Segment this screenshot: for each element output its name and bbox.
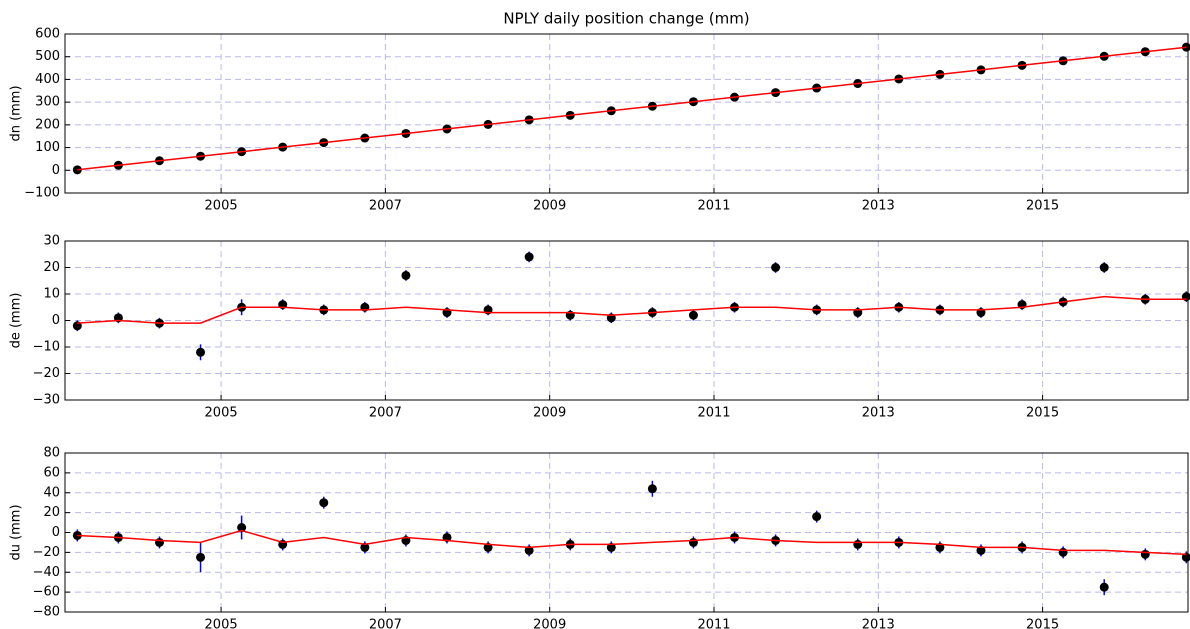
data-point [360,542,370,552]
y-tick-label: −40 [33,565,60,580]
x-tick-label: 2007 [369,618,402,629]
y-tick-label: 0 [52,525,60,540]
x-tick-label: 2005 [205,406,238,421]
x-tick-label: 2009 [533,406,566,421]
data-point [688,310,698,320]
y-axis-label: dn (mm) [9,85,24,141]
y-tick-label: 20 [43,260,60,275]
data-point [647,484,657,494]
data-point [196,552,206,562]
x-tick-label: 2015 [1026,406,1059,421]
y-tick-label: 300 [35,95,60,110]
x-tick-label: 2015 [1026,199,1059,214]
plot-frame [64,240,1189,401]
data-point [524,545,534,555]
x-tick-label: 2009 [533,618,566,629]
data-point [1099,263,1109,272]
y-tick-label: 400 [35,72,60,87]
x-tick-label: 2013 [862,618,895,629]
y-tick-label: −30 [33,393,60,408]
y-tick-label: 500 [35,49,60,64]
x-tick-label: 2011 [697,406,730,421]
data-point [606,542,616,552]
y-tick-label: 80 [43,446,60,461]
y-tick-label: −100 [24,186,60,201]
y-tick-label: 600 [35,27,60,42]
y-tick-label: 40 [43,485,60,500]
trend-line [77,529,1187,556]
x-tick-label: 2015 [1026,618,1059,629]
y-tick-label: 0 [52,163,60,178]
data-point [196,347,206,357]
x-tick-label: 2011 [697,618,730,629]
x-tick-label: 2005 [205,199,238,214]
trend-line [77,46,1187,171]
panel: NPLY daily position change (mm) dn (mm) −1… [9,10,1190,214]
chart-title: NPLY daily position change (mm) [503,10,749,28]
panel: de (mm) −30 −20 −10 0 10 20 30 2005 2007 2009 2011 2… [9,234,1190,421]
x-tick-label: 2013 [862,199,895,214]
data-point [319,498,329,508]
panel: du (mm) −80 −60 −40 −20 0 20 40 60 80 2005 2007 2009… [9,446,1190,629]
plot-frame [64,33,1189,194]
y-tick-label: 60 [43,465,60,480]
y-tick-label: −80 [33,605,60,620]
y-axis-label: de (mm) [9,293,24,349]
data-point [237,523,247,533]
y-tick-label: −10 [33,340,60,355]
y-tick-label: 20 [43,505,60,520]
data-point [771,263,781,272]
data-point [1099,582,1109,592]
x-tick-label: 2005 [205,618,238,629]
y-tick-label: 200 [35,117,60,132]
trend-line [77,295,1187,324]
x-tick-label: 2007 [369,199,402,214]
x-tick-label: 2007 [369,406,402,421]
y-axis-label: du (mm) [9,504,24,560]
plot-frame [64,452,1189,613]
y-tick-label: 0 [52,313,60,328]
y-tick-label: 10 [43,287,60,302]
x-tick-label: 2013 [862,406,895,421]
data-point [853,539,863,549]
y-tick-label: −20 [33,366,60,381]
y-tick-label: 30 [43,234,60,249]
data-point [524,252,534,262]
data-point [1140,549,1150,559]
y-tick-label: −60 [33,585,60,600]
x-tick-label: 2009 [533,199,566,214]
y-tick-label: 100 [35,140,60,155]
x-tick-label: 2011 [697,199,730,214]
data-point [688,537,698,547]
y-tick-label: −20 [33,545,60,560]
data-point [154,537,164,547]
data-point [1058,547,1068,557]
data-point [812,512,822,522]
data-point [401,270,411,280]
